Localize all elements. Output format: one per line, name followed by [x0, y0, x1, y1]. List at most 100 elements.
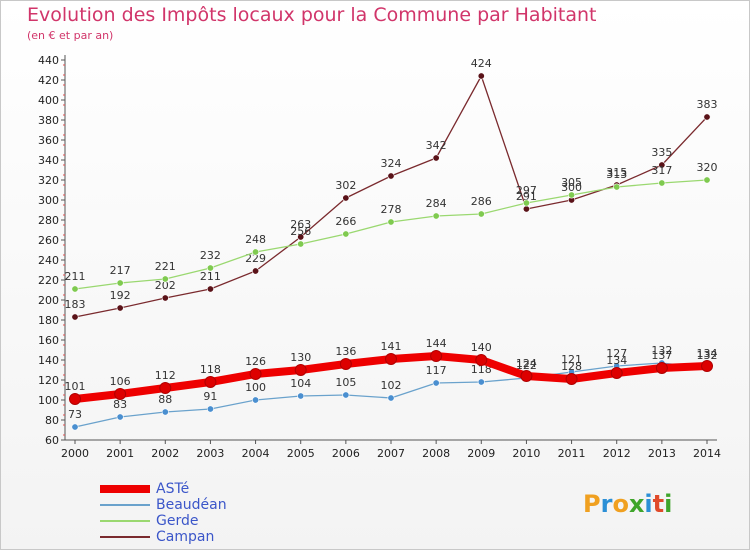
y-tick-label: 100	[38, 394, 59, 407]
x-tick-label: 2003	[196, 447, 224, 460]
y-tick-label: 360	[38, 134, 59, 147]
data-point-ast	[701, 360, 713, 372]
y-tick-label: 420	[38, 74, 59, 87]
y-tick-label: 280	[38, 214, 59, 227]
data-label-ast: 118	[200, 363, 221, 376]
data-point-campan	[161, 294, 169, 302]
y-tick-label: 120	[38, 374, 59, 387]
data-point-gerde	[116, 279, 124, 287]
data-point-campan	[477, 72, 485, 80]
data-point-beaudan	[477, 378, 485, 386]
data-label-ast: 124	[516, 357, 537, 370]
chart-title: Evolution des Impôts locaux pour la Comm…	[27, 4, 597, 26]
data-label-ast: 101	[65, 380, 86, 393]
data-label-gerde: 278	[381, 203, 402, 216]
x-tick-label: 2007	[377, 447, 405, 460]
y-tick-label: 60	[45, 434, 59, 447]
y-tick-label: 160	[38, 334, 59, 347]
y-tick-label: 400	[38, 94, 59, 107]
data-label-gerde: 217	[110, 264, 131, 277]
data-point-beaudan	[387, 394, 395, 402]
data-point-campan	[658, 161, 666, 169]
data-label-ast: 136	[335, 345, 356, 358]
data-point-ast	[475, 354, 488, 366]
data-point-ast	[294, 364, 307, 376]
legend-item-aste: ASTé	[100, 481, 227, 497]
y-tick-label: 300	[38, 194, 59, 207]
data-point-beaudan	[71, 423, 79, 431]
y-tick-label: 220	[38, 274, 59, 287]
data-label-gerde: 317	[651, 164, 672, 177]
data-label-ast: 140	[471, 341, 492, 354]
x-tick-label: 2010	[512, 447, 540, 460]
data-label-ast: 128	[561, 360, 582, 373]
x-tick-label: 2005	[287, 447, 315, 460]
y-tick-label: 320	[38, 174, 59, 187]
y-tick-label: 380	[38, 114, 59, 127]
data-point-beaudan	[297, 392, 305, 400]
data-point-beaudan	[252, 396, 260, 404]
data-label-beaudan: 118	[471, 363, 492, 376]
data-point-campan	[71, 313, 79, 321]
chart-subtitle: (en € et par an)	[27, 29, 114, 42]
x-tick-label: 2000	[61, 447, 89, 460]
legend-swatch-aste	[100, 485, 150, 493]
data-label-gerde: 266	[335, 215, 356, 228]
x-tick-label: 2011	[558, 447, 586, 460]
data-label-campan: 192	[110, 289, 131, 302]
data-label-gerde: 248	[245, 233, 266, 246]
x-tick-label: 2009	[467, 447, 495, 460]
data-point-gerde	[252, 248, 260, 256]
legend-label-gerde: Gerde	[156, 513, 199, 529]
data-label-campan: 202	[155, 279, 176, 292]
legend-item-campan: Campan	[100, 529, 227, 545]
data-point-ast	[204, 376, 217, 388]
data-label-ast: 130	[290, 351, 311, 364]
logo-letter: t	[652, 490, 665, 518]
data-point-campan	[703, 113, 711, 121]
data-point-campan	[432, 154, 440, 162]
data-label-beaudan: 122	[516, 359, 537, 372]
data-label-beaudan: 83	[113, 398, 127, 411]
data-label-gerde: 256	[290, 225, 311, 238]
legend-item-gerde: Gerde	[100, 513, 227, 529]
data-point-gerde	[297, 240, 305, 248]
data-label-ast: 106	[110, 375, 131, 388]
data-point-gerde	[522, 199, 530, 207]
data-label-gerde: 232	[200, 249, 221, 262]
y-tick-label: 260	[38, 234, 59, 247]
x-tick-label: 2002	[151, 447, 179, 460]
data-label-beaudan: 73	[68, 408, 82, 421]
data-point-beaudan	[342, 391, 350, 399]
data-label-gerde: 284	[426, 197, 447, 210]
y-tick-label: 180	[38, 314, 59, 327]
data-point-gerde	[613, 183, 621, 191]
data-point-campan	[522, 205, 530, 213]
data-point-beaudan	[161, 408, 169, 416]
data-point-gerde	[71, 285, 79, 293]
legend-swatch-campan	[100, 536, 150, 538]
data-point-campan	[297, 233, 305, 241]
data-label-beaudan: 102	[381, 379, 402, 392]
x-tick-label: 2008	[422, 447, 450, 460]
x-tick-label: 2004	[242, 447, 270, 460]
legend-swatch-gerde	[100, 520, 150, 522]
y-tick-label: 340	[38, 154, 59, 167]
logo-letter: x	[628, 490, 645, 518]
data-label-gerde: 286	[471, 195, 492, 208]
data-label-beaudan: 104	[290, 377, 311, 390]
data-point-campan	[342, 194, 350, 202]
data-label-campan: 211	[200, 270, 221, 283]
data-label-gerde: 313	[606, 168, 627, 181]
y-tick-label: 140	[38, 354, 59, 367]
data-point-beaudan	[116, 413, 124, 421]
data-label-beaudan: 91	[203, 390, 217, 403]
data-point-gerde	[161, 275, 169, 283]
data-point-gerde	[342, 230, 350, 238]
data-point-gerde	[477, 210, 485, 218]
data-point-beaudan	[206, 405, 214, 413]
data-point-ast	[159, 382, 172, 394]
data-point-gerde	[703, 176, 711, 184]
logo-letter: P	[583, 490, 601, 518]
